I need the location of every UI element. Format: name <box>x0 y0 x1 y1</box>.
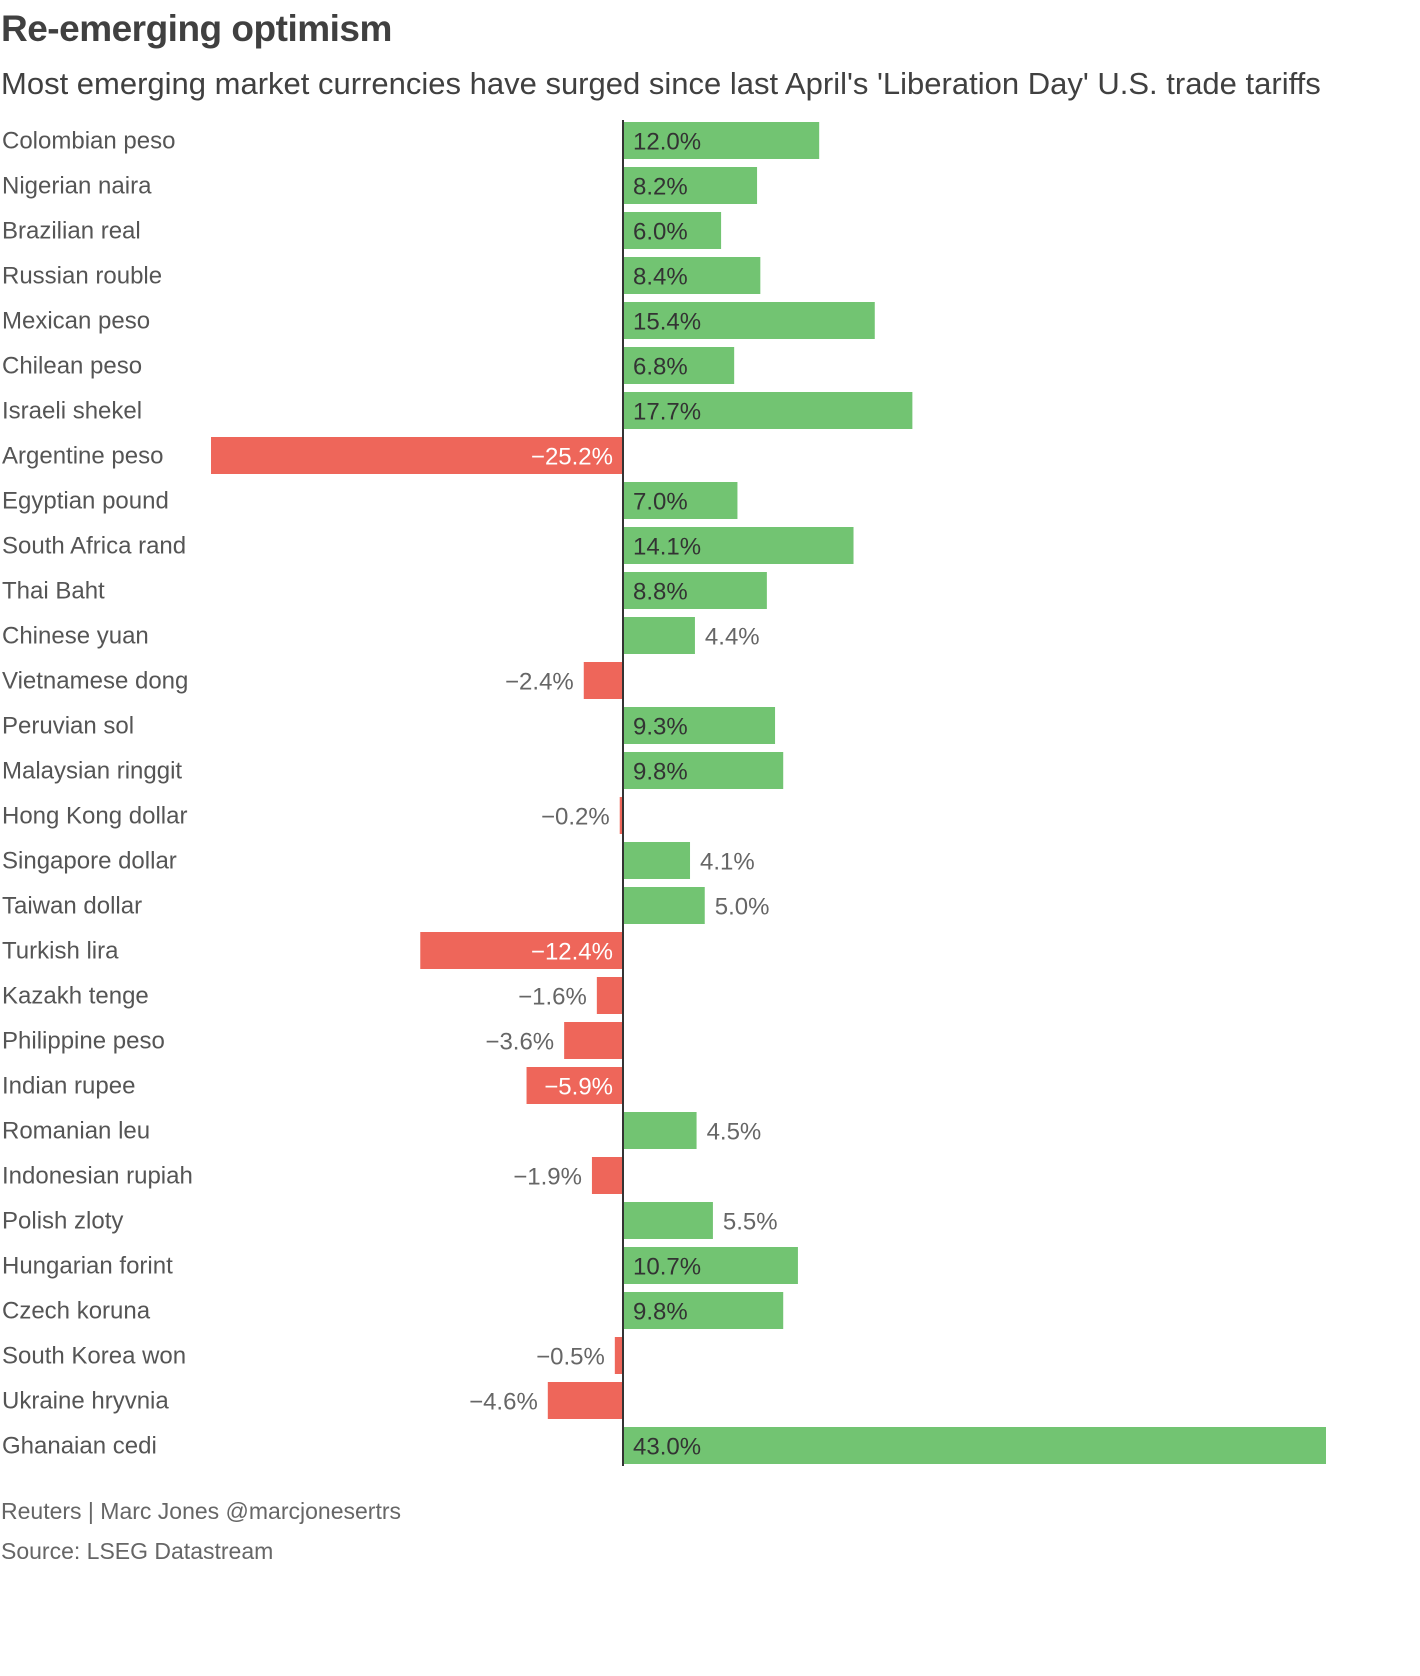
bar <box>623 1247 798 1284</box>
category-label: Indonesian rupiah <box>2 1163 193 1190</box>
category-label: Chilean peso <box>2 353 142 380</box>
bar <box>623 752 784 789</box>
credit-line: Reuters | Marc Jones @marcjonesertrs <box>1 1498 401 1524</box>
value-label: −5.9% <box>544 1074 613 1101</box>
chart-subtitle: Most emerging market currencies have sur… <box>1 66 1321 101</box>
value-label: −3.6% <box>485 1029 554 1056</box>
bar <box>596 977 623 1014</box>
bar <box>623 1202 713 1239</box>
bar <box>420 932 623 969</box>
category-label: Colombian peso <box>2 128 175 155</box>
bar <box>623 1112 697 1149</box>
category-label: Kazakh tenge <box>2 983 149 1010</box>
bar <box>623 1292 784 1329</box>
category-label: Vietnamese dong <box>2 668 188 695</box>
category-label: Indian rupee <box>2 1073 135 1100</box>
category-label: South Korea won <box>2 1343 186 1370</box>
category-label: Philippine peso <box>2 1028 165 1055</box>
value-label: 9.8% <box>633 759 688 786</box>
value-label: −1.9% <box>513 1164 582 1191</box>
bar <box>623 707 776 744</box>
bar <box>623 167 758 204</box>
bar <box>547 1382 623 1419</box>
bar <box>526 1067 623 1104</box>
bar <box>583 662 623 699</box>
category-label: Polish zloty <box>2 1208 123 1235</box>
category-label: Taiwan dollar <box>2 893 142 920</box>
bar-chart: Colombian peso 12.0% Nigerian naira 8.2% Bra… <box>2 120 1326 1466</box>
bar <box>623 1427 1326 1464</box>
value-label: 8.8% <box>633 579 688 606</box>
value-label: 17.7% <box>633 399 701 426</box>
category-label: Nigerian naira <box>2 173 152 200</box>
bar <box>211 437 623 474</box>
value-label: 4.1% <box>700 849 755 876</box>
value-label: −0.5% <box>536 1344 605 1371</box>
bar <box>623 572 767 609</box>
category-label: Romanian leu <box>2 1118 150 1145</box>
bar <box>623 617 695 654</box>
bar <box>614 1337 623 1374</box>
category-label: Russian rouble <box>2 263 162 290</box>
value-label: 15.4% <box>633 309 701 336</box>
category-label: Turkish lira <box>2 938 119 965</box>
category-label: Argentine peso <box>2 443 163 470</box>
category-label: Ghanaian cedi <box>2 1433 157 1460</box>
category-label: Czech koruna <box>2 1298 151 1325</box>
bar <box>623 302 875 339</box>
value-label: 12.0% <box>633 129 701 156</box>
value-label: 6.0% <box>633 219 688 246</box>
category-label: Malaysian ringgit <box>2 758 182 785</box>
bar <box>564 1022 623 1059</box>
value-label: 14.1% <box>633 534 701 561</box>
value-label: −25.2% <box>531 444 613 471</box>
bar <box>623 257 761 294</box>
chart-title: Re-emerging optimism <box>1 8 392 49</box>
bar <box>623 527 854 564</box>
bar <box>591 1157 623 1194</box>
value-label: 4.4% <box>705 624 760 651</box>
category-label: Israeli shekel <box>2 398 142 425</box>
value-label: 5.0% <box>715 894 770 921</box>
value-label: 6.8% <box>633 354 688 381</box>
value-label: 43.0% <box>633 1434 701 1461</box>
value-label: 9.8% <box>633 1299 688 1326</box>
bar <box>623 392 913 429</box>
category-label: Hungarian forint <box>2 1253 173 1280</box>
bar <box>619 797 623 834</box>
value-label: 8.2% <box>633 174 688 201</box>
value-label: −1.6% <box>518 984 587 1011</box>
category-label: Chinese yuan <box>2 623 149 650</box>
bar <box>623 347 735 384</box>
value-label: 9.3% <box>633 714 688 741</box>
value-label: −2.4% <box>505 669 574 696</box>
value-label: −12.4% <box>531 939 613 966</box>
value-label: 8.4% <box>633 264 688 291</box>
category-label: Egyptian pound <box>2 488 169 515</box>
bar <box>623 842 691 879</box>
category-label: Hong Kong dollar <box>2 803 187 830</box>
category-label: South Africa rand <box>2 533 186 560</box>
value-label: 4.5% <box>707 1119 762 1146</box>
value-label: −0.2% <box>541 804 610 831</box>
category-label: Singapore dollar <box>2 848 177 875</box>
category-label: Brazilian real <box>2 218 141 245</box>
value-label: 10.7% <box>633 1254 701 1281</box>
category-label: Ukraine hryvnia <box>2 1388 169 1415</box>
bar <box>623 482 738 519</box>
category-label: Thai Baht <box>2 578 105 605</box>
bar <box>623 887 705 924</box>
category-label: Mexican peso <box>2 308 150 335</box>
value-label: 5.5% <box>723 1209 778 1236</box>
bar <box>623 122 820 159</box>
category-label: Peruvian sol <box>2 713 134 740</box>
bar <box>623 212 722 249</box>
value-label: 7.0% <box>633 489 688 516</box>
source-line: Source: LSEG Datastream <box>1 1538 274 1564</box>
value-label: −4.6% <box>469 1389 538 1416</box>
